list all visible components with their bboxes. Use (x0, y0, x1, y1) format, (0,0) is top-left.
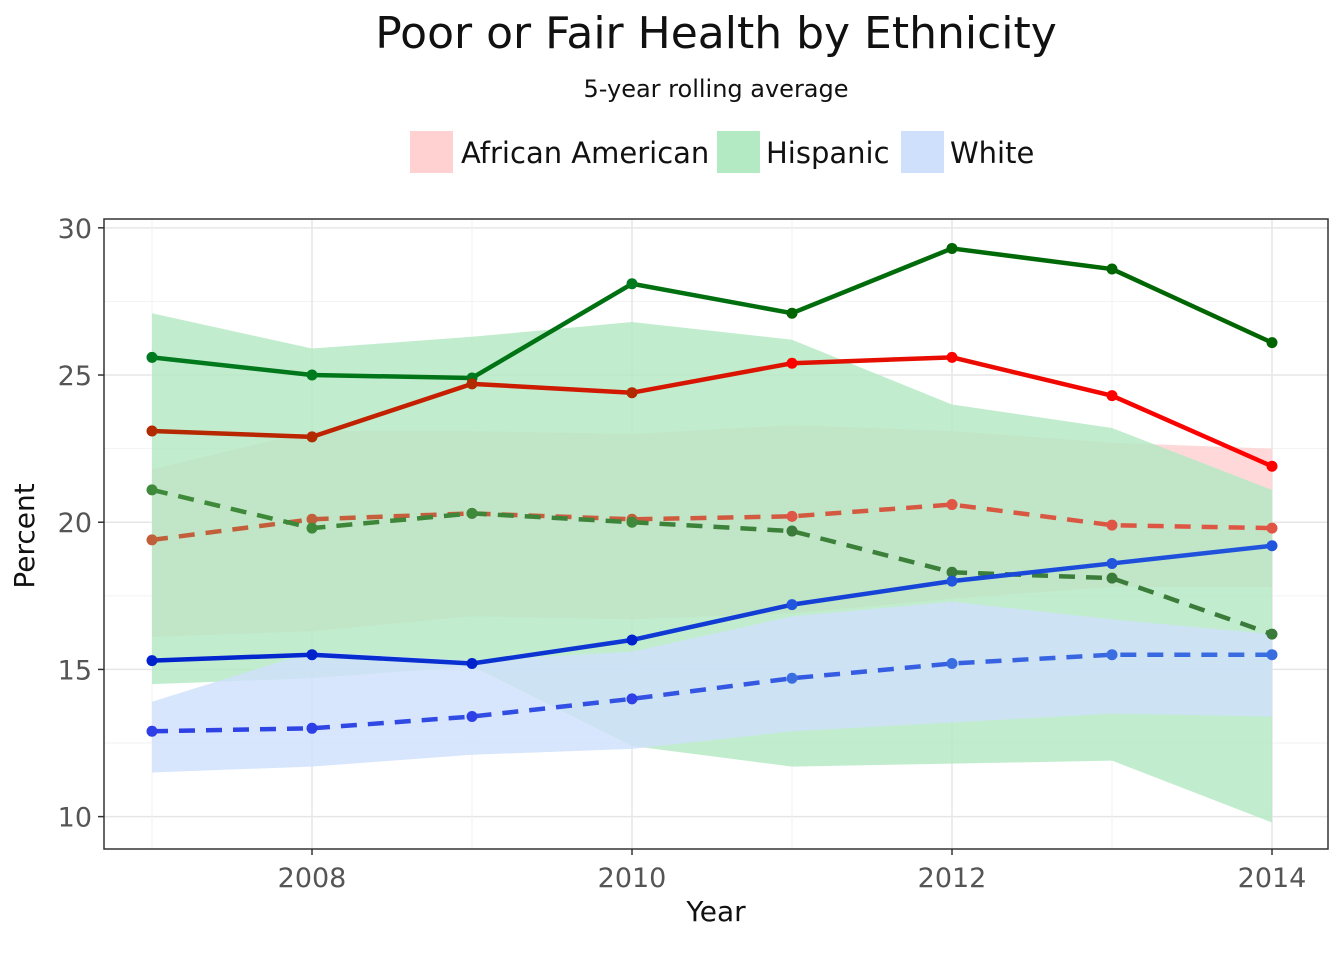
y-tick-label: 20 (58, 508, 92, 539)
point-white-dashed (946, 658, 958, 670)
point-hispanic-dashed (306, 522, 318, 534)
plot-panel-border (103, 218, 1329, 850)
point-african-american-solid (1266, 460, 1278, 472)
x-tick-label: 2012 (918, 863, 987, 894)
confidence-bands (152, 313, 1272, 823)
point-hispanic-dashed (626, 516, 638, 528)
x-tick-label: 2010 (598, 863, 667, 894)
x-axis-title: Year (685, 895, 746, 928)
point-african-american-dashed (146, 534, 158, 546)
line-hispanic-solid (151, 246, 1273, 381)
x-axis-ticks: 2008 2010 2012 2014 (278, 849, 1307, 894)
point-white-solid (146, 655, 158, 667)
point-hispanic-solid (1106, 263, 1118, 275)
x-tick-label: 2008 (278, 863, 347, 894)
line-white-solid (151, 543, 1273, 666)
point-african-american-dashed (1266, 522, 1278, 534)
y-tick-label: 10 (58, 803, 92, 834)
point-hispanic-solid (306, 369, 318, 381)
series-lines (151, 246, 1273, 734)
point-african-american-solid (306, 431, 318, 443)
series-points (146, 242, 1278, 737)
point-hispanic-dashed (466, 507, 478, 519)
line-african-american-solid (151, 355, 1273, 469)
point-african-american-solid (626, 387, 638, 399)
point-african-american-solid (786, 357, 798, 369)
point-white-solid (626, 634, 638, 646)
legend: African American Hispanic White (410, 131, 1034, 173)
point-hispanic-dashed (786, 525, 798, 537)
y-tick-label: 25 (58, 361, 92, 392)
point-white-dashed (786, 672, 798, 684)
point-african-american-solid (946, 351, 958, 363)
point-white-solid (1266, 540, 1278, 552)
y-axis-ticks: 10 15 20 25 30 (58, 214, 104, 834)
point-african-american-solid (146, 425, 158, 437)
y-axis-title: Percent (8, 483, 41, 588)
point-white-dashed (626, 693, 638, 705)
point-white-solid (1106, 557, 1118, 569)
point-african-american-solid (1106, 390, 1118, 402)
point-african-american-dashed (306, 513, 318, 525)
point-white-dashed (146, 725, 158, 737)
point-african-american-dashed (1106, 519, 1118, 531)
point-hispanic-dashed (946, 566, 958, 578)
point-hispanic-solid (626, 278, 638, 290)
band-white (152, 601, 1272, 773)
point-hispanic-dashed (1106, 572, 1118, 584)
x-tick-label: 2014 (1238, 863, 1307, 894)
legend-swatch-hispanic (717, 131, 760, 173)
y-tick-label: 15 (58, 655, 92, 686)
point-white-solid (946, 575, 958, 587)
point-hispanic-solid (146, 351, 158, 363)
point-hispanic-solid (786, 307, 798, 319)
point-african-american-dashed (946, 499, 958, 511)
chart-title: Poor or Fair Health by Ethnicity (375, 8, 1057, 59)
line-hispanic-dashed (151, 487, 1273, 637)
legend-label-african-american: African American (461, 136, 709, 170)
point-hispanic-solid (946, 242, 958, 254)
point-white-solid (786, 599, 798, 611)
legend-label-white: White (950, 136, 1034, 170)
legend-label-hispanic: Hispanic (766, 136, 890, 170)
point-white-solid (306, 649, 318, 661)
point-white-dashed (466, 711, 478, 723)
point-hispanic-dashed (1266, 628, 1278, 640)
point-white-dashed (1266, 649, 1278, 661)
legend-swatch-white (901, 131, 944, 173)
point-white-solid (466, 658, 478, 670)
point-african-american-dashed (786, 510, 798, 522)
y-tick-label: 30 (58, 214, 92, 245)
point-white-dashed (306, 722, 318, 734)
point-white-dashed (1106, 649, 1118, 661)
point-hispanic-dashed (146, 484, 158, 496)
point-hispanic-solid (1266, 337, 1278, 349)
legend-swatch-african-american (410, 131, 453, 173)
point-african-american-solid (466, 378, 478, 390)
chart-subtitle: 5-year rolling average (583, 75, 848, 103)
